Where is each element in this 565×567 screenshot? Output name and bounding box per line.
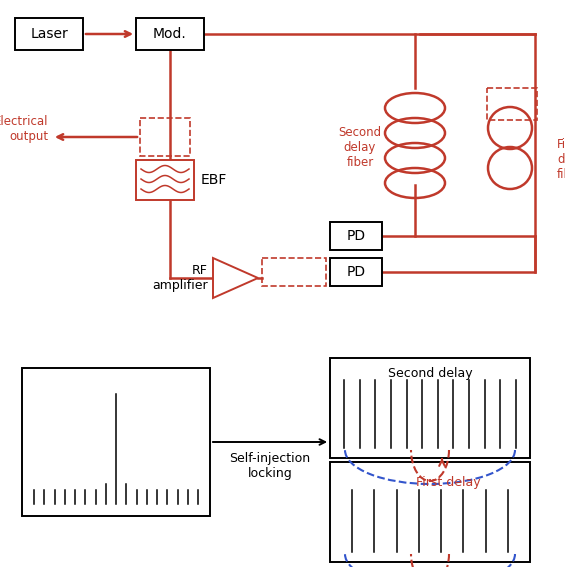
Text: Mod.: Mod.	[153, 27, 187, 41]
Bar	[22, 368, 210, 516]
Bar	[136, 18, 204, 50]
Text: Second delay: Second delay	[388, 367, 472, 380]
Bar	[262, 258, 326, 286]
Text: Self-injection
locking: Self-injection locking	[229, 452, 311, 480]
Text: Laser: Laser	[30, 27, 68, 41]
Bar	[136, 160, 194, 200]
Bar	[330, 358, 530, 458]
Text: PD: PD	[346, 229, 366, 243]
Text: PD: PD	[346, 265, 366, 279]
Text: EBF: EBF	[201, 173, 227, 187]
Text: Electrical
output: Electrical output	[0, 115, 48, 143]
Bar	[140, 118, 190, 156]
Polygon shape	[213, 258, 258, 298]
Bar	[330, 222, 382, 250]
Text: RF
amplifier: RF amplifier	[153, 264, 208, 292]
Text: First delay: First delay	[416, 476, 480, 489]
Bar	[487, 88, 537, 120]
Text: First
delay
fiber: First delay fiber	[557, 138, 565, 181]
Bar	[330, 462, 530, 562]
Bar	[15, 18, 83, 50]
Bar	[330, 258, 382, 286]
Text: Second
delay
fiber: Second delay fiber	[338, 126, 381, 170]
